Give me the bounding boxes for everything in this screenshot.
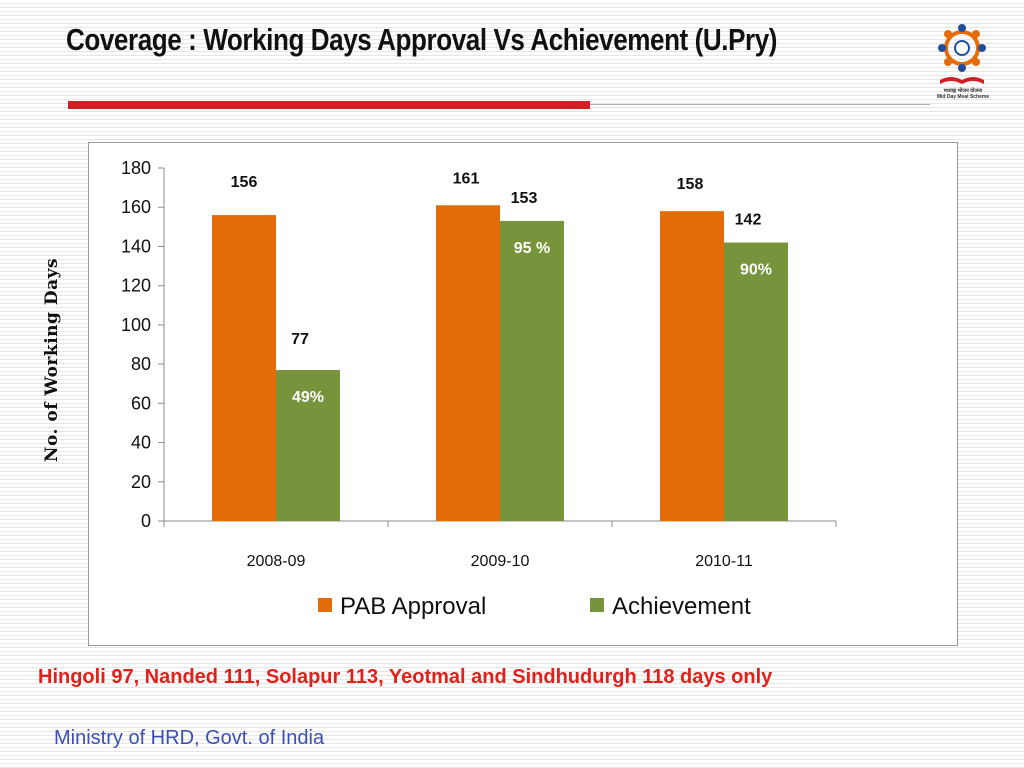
- y-tick-label: 0: [141, 511, 151, 531]
- x-tick-label: 2008-09: [247, 553, 306, 570]
- data-label: 158: [677, 176, 704, 193]
- title-underline-red: [68, 101, 590, 109]
- y-tick-label: 100: [121, 315, 151, 335]
- y-tick-label: 80: [131, 354, 151, 374]
- slide-title: Coverage : Working Days Approval Vs Achi…: [66, 22, 778, 57]
- y-tick-label: 140: [121, 236, 151, 256]
- footer-ministry: Ministry of HRD, Govt. of India: [54, 727, 325, 749]
- logo-book-shape: [940, 77, 984, 84]
- bar-pab-approval: [660, 211, 724, 521]
- title-underline-grey: [590, 104, 930, 105]
- legend-swatch: [318, 598, 332, 612]
- y-tick-label: 180: [121, 158, 151, 178]
- percent-label: 95 %: [514, 240, 550, 257]
- percent-label: 90%: [740, 262, 772, 279]
- bar-achievement: [724, 242, 788, 521]
- legend-swatch: [590, 598, 604, 612]
- x-tick-label: 2010-11: [695, 553, 753, 570]
- y-tick-label: 160: [121, 197, 151, 217]
- percent-label: 49%: [292, 389, 324, 406]
- logo-caption-english: Mid Day Meal Scheme: [936, 94, 990, 100]
- logo-caption-hindi: मध्याह्न भोजन योजना: [943, 88, 983, 94]
- mid-day-meal-logo: [938, 24, 986, 84]
- logo-figures-ring: [938, 24, 986, 72]
- data-label: 77: [291, 331, 309, 348]
- footnote: Hingoli 97, Nanded 111, Solapur 113, Yeo…: [38, 666, 773, 688]
- data-label: 142: [735, 212, 762, 229]
- y-tick-label: 40: [131, 433, 151, 453]
- bar-pab-approval: [436, 205, 500, 521]
- data-label: 156: [231, 174, 258, 191]
- data-label: 153: [511, 190, 538, 207]
- data-label: 161: [453, 170, 480, 187]
- y-tick-label: 120: [121, 276, 151, 296]
- y-tick-label: 60: [131, 393, 151, 413]
- bar-achievement: [500, 220, 564, 521]
- y-tick-label: 20: [131, 472, 151, 492]
- bar-achievement: [276, 369, 340, 521]
- legend-label: PAB Approval: [340, 593, 486, 620]
- logo-caption: मध्याह्न भोजन योजना Mid Day Meal Scheme: [929, 88, 997, 100]
- bar-pab-approval: [212, 215, 276, 522]
- x-tick-label: 2009-10: [471, 553, 530, 570]
- legend-label: Achievement: [612, 593, 751, 620]
